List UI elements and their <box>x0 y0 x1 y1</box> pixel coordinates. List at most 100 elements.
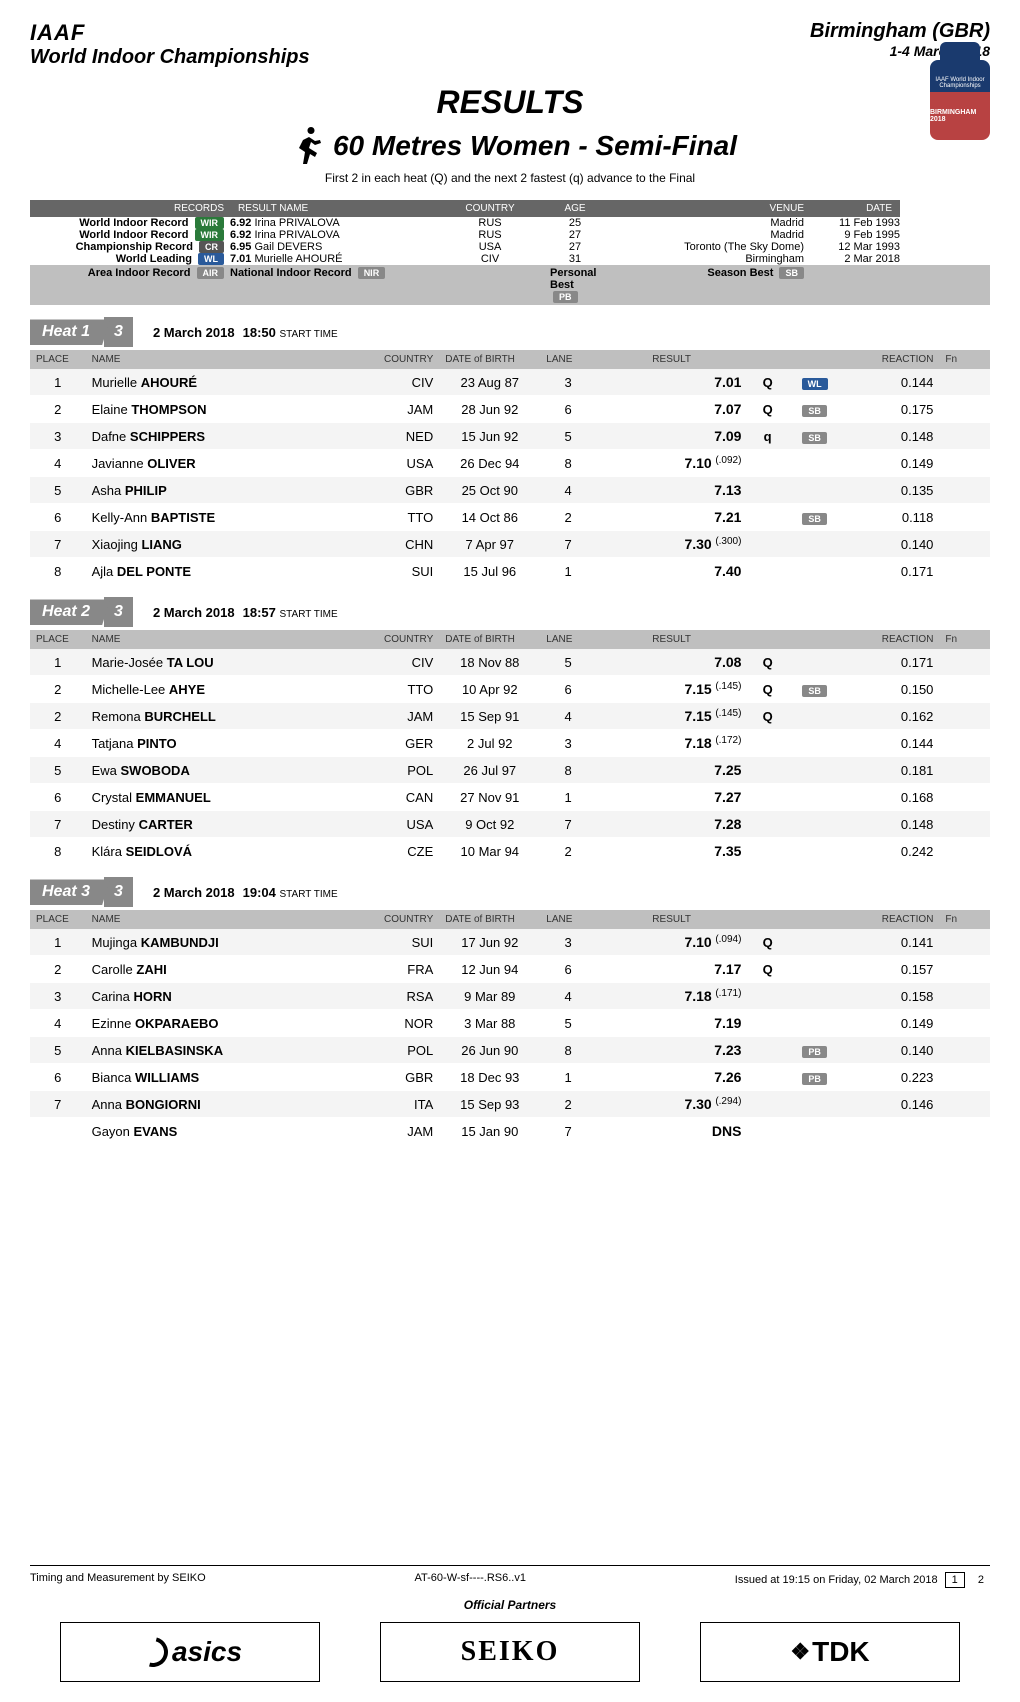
cell-lane: 2 <box>540 838 596 865</box>
cell-dob: 10 Mar 94 <box>439 838 540 865</box>
cell-reaction: 0.146 <box>838 1091 939 1118</box>
table-row: 8 Ajla DEL PONTE SUI 15 Jul 96 1 7.40 0.… <box>30 558 990 585</box>
cell-lane: 6 <box>540 676 596 703</box>
cell-result: 7.17 <box>596 956 748 983</box>
table-row: 1 Mujinga KAMBUNDJI SUI 17 Jun 92 3 7.10… <box>30 929 990 956</box>
heat-date: 2 March 2018 <box>153 605 235 620</box>
records-header-row: RECORDS RESULT NAME COUNTRY AGE VENUE DA… <box>30 200 990 217</box>
cell-fn <box>939 757 990 784</box>
event-badge-icon: IAAF World Indoor Championships BIRMINGH… <box>930 60 990 140</box>
cell-qualifier <box>747 1091 787 1118</box>
cell-qualifier: Q <box>747 676 787 703</box>
cell-dob: 26 Dec 94 <box>439 450 540 477</box>
cell-place: 3 <box>30 983 86 1010</box>
page-number: 1 <box>945 1572 965 1588</box>
record-row: World Indoor Record WIR 6.92 Irina PRIVA… <box>30 229 990 241</box>
cell-place: 3 <box>30 423 86 450</box>
cell-lane: 1 <box>540 1064 596 1091</box>
cell-record-badge <box>788 983 839 1010</box>
cell-reaction: 0.181 <box>838 757 939 784</box>
cell-dob: 9 Oct 92 <box>439 811 540 838</box>
cell-qualifier <box>747 504 787 531</box>
cell-name: Carina HORN <box>86 983 349 1010</box>
cell-fn <box>939 396 990 423</box>
table-row: 2 Michelle-Lee AHYE TTO 10 Apr 92 6 7.15… <box>30 676 990 703</box>
cell-name: Ezinne OKPARAEBO <box>86 1010 349 1037</box>
footer: Timing and Measurement by SEIKO AT-60-W-… <box>30 1565 990 1588</box>
records-box: RECORDS RESULT NAME COUNTRY AGE VENUE DA… <box>30 200 990 305</box>
header-left: IAAF World Indoor Championships <box>30 20 310 69</box>
cell-name: Mujinga KAMBUNDJI <box>86 929 349 956</box>
cell-qualifier <box>747 838 787 865</box>
cell-dob: 15 Jan 90 <box>439 1118 540 1145</box>
cell-place: 5 <box>30 1037 86 1064</box>
cell-country: SUI <box>348 929 439 956</box>
cell-result: 7.01 <box>596 369 748 396</box>
cell-qualifier <box>747 757 787 784</box>
cell-reaction: 0.140 <box>838 1037 939 1064</box>
cell-name: Marie-Josée TA LOU <box>86 649 349 676</box>
heat-time: 18:50 START TIME <box>243 325 338 340</box>
cell-place: 5 <box>30 477 86 504</box>
cell-lane: 3 <box>540 730 596 757</box>
cell-qualifier <box>747 983 787 1010</box>
cell-reaction: 0.144 <box>838 369 939 396</box>
table-row: Gayon EVANS JAM 15 Jan 90 7 DNS <box>30 1118 990 1145</box>
cell-record-badge <box>788 1118 839 1145</box>
cell-result: 7.08 <box>596 649 748 676</box>
cell-result: 7.10 (.092) <box>596 450 748 477</box>
cell-record-badge: PB <box>788 1064 839 1091</box>
cell-reaction: 0.148 <box>838 811 939 838</box>
cell-country: CAN <box>348 784 439 811</box>
cell-record-badge <box>788 703 839 730</box>
results-table: PLACE NAME COUNTRY DATE of BIRTH LANE RE… <box>30 630 990 865</box>
cell-lane: 7 <box>540 811 596 838</box>
cell-fn <box>939 730 990 757</box>
cell-name: Gayon EVANS <box>86 1118 349 1145</box>
cell-country: USA <box>348 811 439 838</box>
cell-place: 1 <box>30 369 86 396</box>
cell-record-badge <box>788 649 839 676</box>
cell-result: DNS <box>596 1118 748 1145</box>
table-row: 4 Tatjana PINTO GER 2 Jul 92 3 7.18 (.17… <box>30 730 990 757</box>
cell-lane: 4 <box>540 477 596 504</box>
cell-record-badge: SB <box>788 423 839 450</box>
partners-label: Official Partners <box>30 1598 990 1612</box>
cell-dob: 26 Jun 90 <box>439 1037 540 1064</box>
cell-record-badge <box>788 477 839 504</box>
cell-place: 2 <box>30 676 86 703</box>
cell-country: POL <box>348 757 439 784</box>
cell-fn <box>939 784 990 811</box>
cell-lane: 1 <box>540 558 596 585</box>
record-row: World Leading WL 7.01 Murielle AHOURÉ CI… <box>30 253 990 265</box>
cell-dob: 17 Jun 92 <box>439 929 540 956</box>
cell-result: 7.21 <box>596 504 748 531</box>
cell-fn <box>939 676 990 703</box>
cell-qualifier <box>747 1118 787 1145</box>
cell-place: 2 <box>30 956 86 983</box>
org-logo: IAAF <box>30 20 310 46</box>
table-row: 5 Anna KIELBASINSKA POL 26 Jun 90 8 7.23… <box>30 1037 990 1064</box>
cell-lane: 2 <box>540 504 596 531</box>
record-row: Championship Record CR 6.95 Gail DEVERS … <box>30 241 990 253</box>
cell-fn <box>939 929 990 956</box>
cell-place <box>30 1118 86 1145</box>
cell-country: NOR <box>348 1010 439 1037</box>
cell-lane: 3 <box>540 929 596 956</box>
cell-record-badge <box>788 730 839 757</box>
cell-dob: 18 Dec 93 <box>439 1064 540 1091</box>
cell-name: Javianne OLIVER <box>86 450 349 477</box>
cell-fn <box>939 423 990 450</box>
cell-place: 7 <box>30 1091 86 1118</box>
cell-qualifier <box>747 477 787 504</box>
cell-fn <box>939 1010 990 1037</box>
cell-dob: 18 Nov 88 <box>439 649 540 676</box>
cell-lane: 2 <box>540 1091 596 1118</box>
cell-name: Elaine THOMPSON <box>86 396 349 423</box>
heat-header: Heat 2 3 2 March 2018 18:57 START TIME <box>30 597 990 627</box>
cell-record-badge: SB <box>788 676 839 703</box>
cell-dob: 15 Sep 93 <box>439 1091 540 1118</box>
cell-fn <box>939 504 990 531</box>
heat-label: Heat 3 <box>30 879 110 905</box>
cell-qualifier <box>747 1010 787 1037</box>
